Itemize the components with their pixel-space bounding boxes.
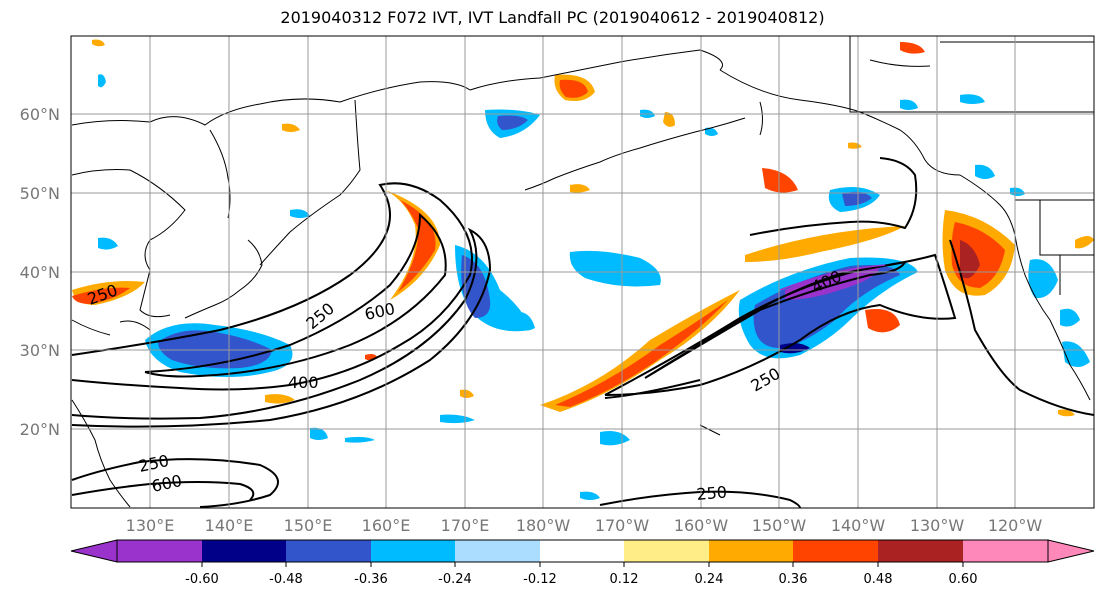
colorbar-segment bbox=[202, 540, 286, 562]
lon-label: 180°W bbox=[516, 516, 571, 535]
lon-label: 140°E bbox=[205, 516, 254, 535]
colorbar-segment bbox=[455, 540, 540, 562]
map-frame bbox=[70, 35, 1095, 509]
colorbar-segment bbox=[286, 540, 371, 562]
lon-label: 120°W bbox=[988, 516, 1043, 535]
colorbar-frame bbox=[116, 539, 1049, 563]
lon-label: 160°W bbox=[674, 516, 729, 535]
lon-label: 160°E bbox=[362, 516, 411, 535]
colorbar-tick-label: -0.36 bbox=[354, 572, 388, 587]
lat-label: 40°N bbox=[20, 263, 60, 282]
ivt-contours bbox=[71, 157, 1094, 508]
lon-label: 140°W bbox=[831, 516, 886, 535]
colorbar-segment bbox=[793, 540, 878, 562]
colorbar-tick-label: -0.48 bbox=[269, 572, 303, 587]
colorbar-tick-label: -0.12 bbox=[523, 572, 557, 587]
map-title: 2019040312 F072 IVT, IVT Landfall PC (20… bbox=[280, 8, 825, 27]
colorbar-segment bbox=[540, 540, 624, 562]
lat-label: 30°N bbox=[20, 341, 60, 360]
lon-label: 170°E bbox=[441, 516, 490, 535]
colorbar: -0.60 -0.48 -0.36 -0.24 -0.12 0.12 0.24 … bbox=[70, 539, 1095, 587]
colorbar-tick-label: 0.48 bbox=[864, 572, 893, 587]
colorbar-tick-label: 0.60 bbox=[949, 572, 978, 587]
longitude-labels: 130°E 140°E 150°E 160°E 170°E 180°W 170°… bbox=[126, 516, 1043, 535]
colorbar-segment bbox=[624, 540, 709, 562]
lon-label: 170°W bbox=[595, 516, 650, 535]
gridlines bbox=[71, 36, 1094, 508]
colorbar-segment bbox=[371, 540, 455, 562]
latitude-labels: 60°N 50°N 40°N 30°N 20°N bbox=[20, 105, 60, 439]
colorbar-ticks bbox=[201, 562, 964, 567]
colorbar-tick-label: -0.60 bbox=[185, 572, 219, 587]
lat-label: 20°N bbox=[20, 420, 60, 439]
lat-label: 50°N bbox=[20, 184, 60, 203]
contour-label: 400 bbox=[288, 373, 319, 392]
colorbar-extend-max bbox=[1047, 539, 1095, 563]
colorbar-tick-label: 0.36 bbox=[779, 572, 808, 587]
lon-label: 150°W bbox=[752, 516, 807, 535]
colorbar-segment bbox=[878, 540, 963, 562]
contour-purple bbox=[779, 264, 886, 291]
colorbar-segment bbox=[963, 540, 1048, 562]
colorbar-tick-label: 0.12 bbox=[610, 572, 639, 587]
colorbar-tick-label: -0.24 bbox=[438, 572, 472, 587]
lat-label: 60°N bbox=[20, 105, 60, 124]
colorbar-segment bbox=[709, 540, 793, 562]
lon-label: 150°E bbox=[284, 516, 333, 535]
lon-label: 130°W bbox=[910, 516, 965, 535]
colorbar-segment bbox=[117, 540, 202, 562]
lon-label: 130°E bbox=[126, 516, 175, 535]
colorbar-tick-label: 0.24 bbox=[695, 572, 724, 587]
colorbar-extend-min bbox=[70, 539, 118, 563]
contour-label: 250 bbox=[696, 482, 728, 504]
